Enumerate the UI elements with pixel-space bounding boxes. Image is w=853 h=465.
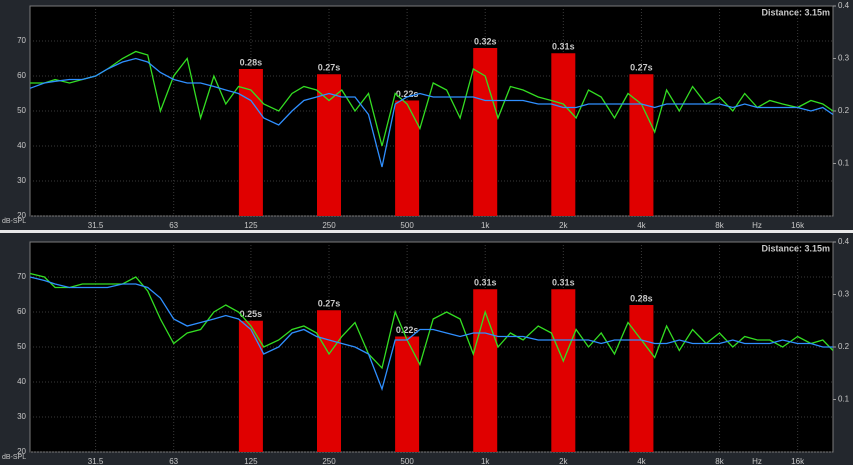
bar [629,74,654,216]
annotation: Distance: 3.15m [761,7,830,17]
y2-tick-label: 0.2 [838,342,850,351]
line [30,50,834,147]
x-tick-label: 31.5 [88,457,104,465]
bar-label: 0.27s [318,299,341,309]
bar-label: 0.31s [552,42,575,52]
x-axis-label: Hz [752,221,762,230]
bar [473,48,498,216]
bar-label: 0.27s [318,63,341,73]
x-tick-label: 4k [637,221,646,230]
bar [317,74,342,216]
y2-tick-label: 0.1 [838,395,850,404]
x-tick-label: 8k [715,457,724,465]
x-tick-label: 500 [400,457,414,465]
bar-label: 0.32s [474,36,497,46]
bar-label: 0.28s [630,293,653,303]
y-tick-label: 30 [17,412,26,421]
y2-tick-label: 0.2 [838,106,850,115]
y2-tick-label: 0.4 [838,1,850,10]
x-tick-label: 125 [244,221,258,230]
bar [317,310,342,452]
x-tick-label: 16k [791,457,805,465]
x-tick-label: 2k [559,457,568,465]
bar-label: 0.22s [396,89,419,99]
y2-tick-label: 0.3 [838,54,850,63]
y-tick-label: 20 [17,211,26,220]
bar [473,289,498,452]
bar [395,336,420,452]
x-tick-label: 63 [169,221,178,230]
y-tick-label: 50 [17,342,26,351]
y2-tick-label: 0.4 [838,237,850,246]
annotation: Distance: 3.15m [761,243,830,253]
bar-label: 0.25s [240,309,263,319]
y2-tick-label: 0.1 [838,159,850,168]
bar [629,305,654,452]
x-tick-label: 1k [481,457,490,465]
bar-label: 0.27s [630,63,653,73]
y-tick-label: 50 [17,106,26,115]
y-tick-label: 40 [17,141,26,150]
x-tick-label: 31.5 [88,221,104,230]
x-tick-label: 63 [169,457,178,465]
bar-label: 0.31s [552,278,575,288]
x-tick-label: 250 [322,221,336,230]
bar-label: 0.28s [240,57,263,67]
x-tick-label: 500 [400,221,414,230]
y-axis-label: dB-SPL [2,218,26,225]
bar [395,100,420,216]
y-tick-label: 40 [17,377,26,386]
bar-label: 0.22s [396,325,419,335]
line [29,57,834,168]
x-tick-label: 2k [559,221,568,230]
bar [551,289,576,452]
y-tick-label: 30 [17,176,26,185]
y-axis-label: dB-SPL [2,454,26,461]
x-axis-label: Hz [752,457,762,465]
y2-tick-label: 0.3 [838,290,850,299]
y-tick-label: 60 [17,71,26,80]
x-tick-label: 8k [715,221,724,230]
x-tick-label: 1k [481,221,490,230]
y-tick-label: 60 [17,307,26,316]
line [29,276,833,392]
bar [551,53,576,216]
x-tick-label: 4k [637,457,646,465]
y-tick-label: 70 [17,36,26,45]
bar-label: 0.31s [474,278,497,288]
line [29,272,834,370]
y-tick-label: 20 [17,447,26,456]
bar [238,320,263,452]
y-tick-label: 70 [17,272,26,281]
separator [0,230,853,233]
x-tick-label: 250 [322,457,336,465]
x-tick-label: 125 [244,457,258,465]
bar [238,69,263,216]
x-tick-label: 16k [791,221,805,230]
